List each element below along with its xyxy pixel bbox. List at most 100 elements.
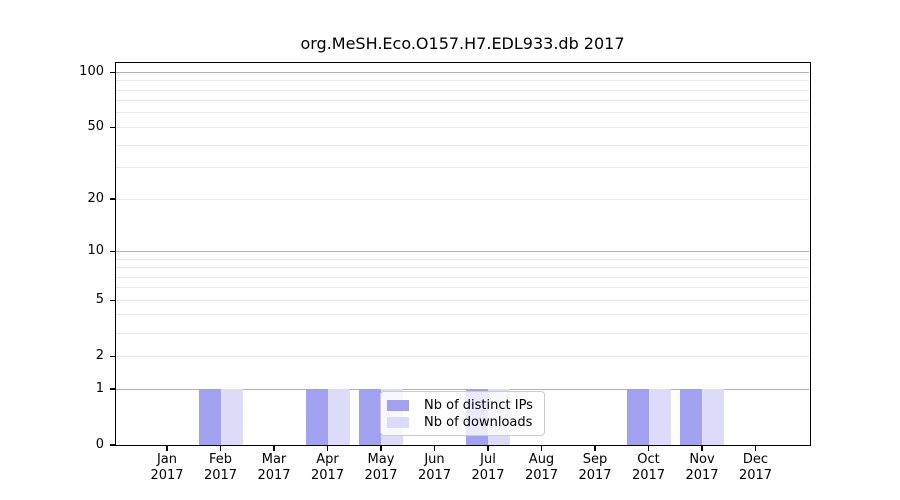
chart-title: org.MeSH.Eco.O157.H7.EDL933.db 2017 [300, 34, 625, 53]
x-tick-label-line: Aug [528, 452, 555, 467]
x-axis-tick [273, 446, 275, 451]
x-tick-label-line: 2017 [257, 468, 291, 483]
y-gridline-minor [116, 167, 809, 169]
x-tick-label: Feb 2017 [189, 452, 253, 484]
y-gridline-minor [116, 100, 809, 102]
x-tick-label: Jul 2017 [456, 452, 520, 484]
bar-downloads [648, 389, 671, 445]
legend-label-distinct-ips: Nb of distinct IPs [424, 398, 533, 413]
legend-swatch-downloads-icon [387, 417, 409, 428]
x-tick-label-line: 2017 [578, 468, 612, 483]
y-gridline-minor [116, 332, 809, 334]
y-tick-label: 20 [87, 191, 104, 207]
y-gridline-minor [116, 198, 809, 200]
x-tick-label-line: Feb [208, 452, 233, 467]
bar-distinct-ips [198, 389, 221, 445]
y-gridline-major [116, 388, 809, 390]
bar-downloads [702, 389, 724, 445]
x-tick-label-line: Mar [261, 452, 287, 467]
y-gridline-major [116, 71, 809, 73]
y-axis-tick [110, 355, 115, 357]
y-tick-label: 5 [95, 292, 104, 308]
x-tick-label-line: Sep [582, 452, 608, 467]
y-axis-tick [110, 388, 115, 390]
x-tick-label-line: Apr [316, 452, 339, 467]
y-gridline-minor [116, 314, 809, 316]
x-tick-label: Apr 2017 [296, 452, 360, 484]
y-gridline-minor [116, 267, 809, 268]
bar-distinct-ips [680, 389, 702, 445]
legend-item-distinct-ips: Nb of distinct IPs [387, 398, 536, 413]
bar-distinct-ips [626, 389, 649, 445]
y-gridline-minor [116, 126, 809, 128]
y-gridline-minor [116, 89, 809, 91]
x-tick-label: Mar 2017 [242, 452, 306, 484]
x-tick-label-line: 2017 [471, 468, 505, 483]
x-axis-tick [380, 446, 382, 451]
y-tick-label: 2 [95, 348, 104, 364]
x-axis-tick [540, 446, 543, 451]
x-tick-label-line: 2017 [310, 468, 345, 483]
y-tick-label: 100 [79, 64, 104, 80]
y-axis-tick [110, 126, 115, 128]
x-tick-label: Jun 2017 [403, 452, 467, 484]
y-axis-tick [110, 250, 115, 252]
x-tick-label: Dec 2017 [724, 452, 788, 484]
y-tick-label: 10 [87, 243, 104, 259]
x-tick-label-line: 2017 [685, 468, 719, 483]
x-tick-label-line: May [367, 452, 395, 467]
y-tick-label: 0 [95, 437, 104, 452]
x-tick-label: Sep 2017 [563, 452, 627, 484]
x-tick-label: Jan 2017 [135, 452, 199, 484]
y-gridline-minor [116, 112, 809, 114]
x-axis-tick [701, 446, 703, 451]
y-gridline-minor [116, 276, 809, 278]
y-gridline-minor [116, 287, 809, 289]
x-axis-tick [166, 446, 168, 451]
x-tick-label-line: 2017 [417, 468, 452, 483]
x-axis-tick [433, 446, 436, 451]
y-gridline-minor [116, 258, 809, 260]
x-tick-label-line: 2017 [150, 468, 184, 483]
legend-label-downloads: Nb of downloads [424, 415, 533, 430]
x-tick-label-line: 2017 [203, 468, 238, 483]
bar-downloads [220, 389, 243, 445]
legend-item-downloads: Nb of downloads [387, 415, 536, 430]
y-axis-tick [110, 198, 115, 200]
bar-distinct-ips [359, 389, 381, 445]
bar-distinct-ips [305, 389, 328, 445]
x-tick-label-line: Nov [689, 452, 715, 467]
x-tick-label-line: Oct [637, 452, 660, 467]
y-gridline-minor [116, 80, 809, 82]
x-tick-label-line: 2017 [364, 468, 398, 483]
x-tick-label-line: Jun [424, 452, 445, 467]
y-gridline-minor [116, 299, 809, 301]
y-gridline-major [116, 250, 809, 252]
y-tick-label: 50 [87, 119, 104, 135]
x-tick-label-line: 2017 [524, 468, 559, 483]
x-tick-label-line: Dec [742, 452, 769, 467]
x-axis-tick [326, 446, 329, 451]
x-axis-tick [219, 446, 222, 451]
y-axis-tick [110, 71, 115, 73]
y-gridline-minor [116, 355, 809, 357]
x-tick-label-line: Jan [156, 452, 178, 467]
legend-swatch-distinct-ips-icon [387, 400, 409, 411]
x-axis-tick [647, 446, 650, 451]
y-gridline-minor [116, 144, 809, 146]
legend: Nb of distinct IPs Nb of downloads [380, 391, 545, 436]
x-tick-label-line: 2017 [738, 468, 773, 483]
x-tick-label-line: 2017 [631, 468, 666, 483]
x-tick-label-line: Jul [480, 452, 496, 467]
y-axis-tick [110, 299, 115, 301]
x-tick-label: Oct 2017 [617, 452, 681, 484]
x-tick-label: Nov 2017 [670, 452, 734, 484]
y-axis-tick [110, 444, 115, 446]
bar-downloads [327, 389, 350, 445]
x-axis-tick [487, 446, 489, 451]
x-axis-tick [754, 446, 757, 451]
x-axis-tick [594, 446, 596, 451]
x-tick-label: Aug 2017 [510, 452, 574, 484]
y-tick-label: 1 [95, 381, 104, 396]
